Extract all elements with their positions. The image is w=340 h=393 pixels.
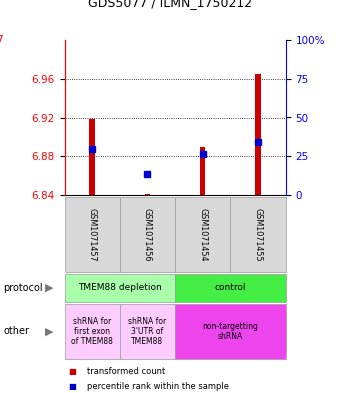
Text: transformed count: transformed count [87, 367, 165, 376]
Text: ▶: ▶ [45, 327, 54, 336]
Text: shRNA for
first exon
of TMEM88: shRNA for first exon of TMEM88 [71, 317, 113, 346]
Bar [200, 147, 205, 195]
Text: GSM1071457: GSM1071457 [88, 208, 97, 261]
Text: other: other [3, 327, 29, 336]
Text: ■: ■ [68, 382, 76, 391]
Bar [89, 119, 95, 195]
Text: 7: 7 [0, 35, 3, 45]
Bar [145, 194, 150, 195]
Text: shRNA for
3'UTR of
TMEM88: shRNA for 3'UTR of TMEM88 [129, 317, 167, 346]
Bar [255, 74, 261, 195]
Text: GSM1071454: GSM1071454 [198, 208, 207, 261]
Text: ▶: ▶ [45, 283, 54, 293]
Text: ■: ■ [68, 367, 76, 376]
Text: control: control [215, 283, 246, 292]
Text: TMEM88 depletion: TMEM88 depletion [78, 283, 162, 292]
Text: GSM1071455: GSM1071455 [254, 208, 262, 261]
Text: GSM1071456: GSM1071456 [143, 208, 152, 261]
Text: GDS5077 / ILMN_1750212: GDS5077 / ILMN_1750212 [88, 0, 252, 9]
Text: non-targetting
shRNA: non-targetting shRNA [202, 322, 258, 341]
Text: percentile rank within the sample: percentile rank within the sample [87, 382, 229, 391]
Text: protocol: protocol [3, 283, 43, 293]
